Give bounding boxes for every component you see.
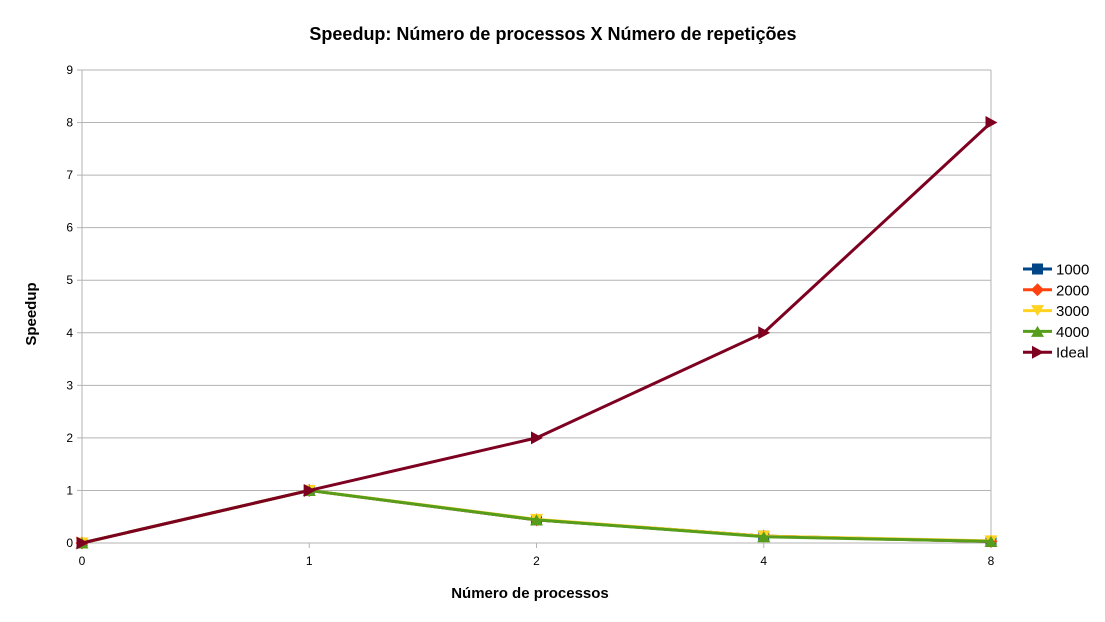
y-tick-label: 7 [66,168,73,182]
legend-item: 3000 [1023,303,1089,320]
legend-item: 1000 [1023,262,1089,279]
chart-title: Speedup: Número de processos X Número de… [309,24,796,44]
legend-label: 4000 [1056,324,1089,341]
data-point [530,514,543,526]
legend-marker [1032,345,1044,359]
data-point [984,535,998,547]
y-tick-label: 9 [66,63,73,77]
axes: 0 1 2 3 4 5 6 7 8 9 0 1 2 4 8 [66,63,994,568]
legend-marker [1031,283,1044,297]
x-tick-label: 1 [306,554,313,568]
y-tick-label: 3 [66,378,73,392]
legend-marker [1032,263,1043,275]
y-tick-label: 0 [66,536,73,550]
y-axis-label: Speedup [23,282,40,345]
series-4000 [75,484,998,549]
legend-marker [1031,325,1044,337]
data-point [303,483,316,497]
series-lines [75,116,998,550]
legend-label: 1000 [1056,262,1089,279]
x-axis-label: Número de processos [451,585,609,602]
x-tick-label: 8 [988,554,995,568]
y-tick-label: 8 [66,116,73,130]
y-tick-label: 6 [66,221,73,235]
legend-label: 2000 [1056,282,1089,299]
data-point [758,326,771,340]
legend-item: 2000 [1023,282,1089,299]
data-point [76,536,89,550]
legend-item: 4000 [1023,324,1089,341]
x-tick-label: 2 [533,554,540,568]
data-point [531,431,543,445]
gridlines [82,69,991,544]
series-ideal [76,116,998,550]
y-tick-label: 2 [66,431,73,445]
data-point [757,531,771,543]
y-tick-label: 5 [66,273,73,287]
legend-label: Ideal [1056,345,1089,362]
legend-label: 3000 [1056,303,1089,320]
data-point [985,116,998,130]
legend-item: Ideal [1023,345,1089,362]
legend: 1000 2000 3000 4000 Ideal [1023,262,1089,362]
x-tick-label: 0 [79,554,86,568]
y-tick-label: 4 [66,326,73,340]
x-tick-label: 4 [760,554,767,568]
legend-marker [1031,305,1044,317]
y-tick-label: 1 [66,483,73,497]
